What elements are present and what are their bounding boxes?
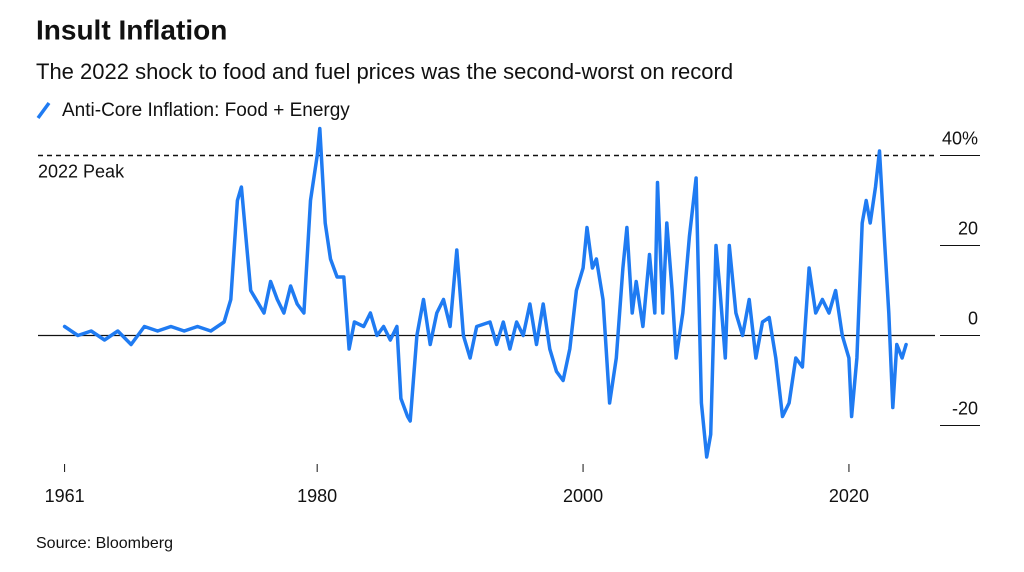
line-series (62, 126, 908, 459)
y-tick-label: 20 (958, 218, 978, 238)
x-tick-label: 2020 (829, 486, 869, 506)
y-tick-label: -20 (952, 398, 978, 418)
annotation: 2022 Peak (38, 161, 125, 181)
y-tick-label: 0 (968, 308, 978, 328)
x-tick-label: 1980 (297, 486, 337, 506)
chart-title: Insult Inflation (36, 14, 227, 45)
legend-icon (36, 101, 51, 120)
chart-subtitle: The 2022 shock to food and fuel prices w… (36, 59, 733, 84)
x-tick-label: 1961 (45, 486, 85, 506)
source: Source: Bloomberg (36, 535, 173, 552)
legend-label: Anti-Core Inflation: Food + Energy (62, 100, 350, 121)
y-tick-label: 40% (942, 128, 978, 148)
x-tick-label: 2000 (563, 486, 603, 506)
